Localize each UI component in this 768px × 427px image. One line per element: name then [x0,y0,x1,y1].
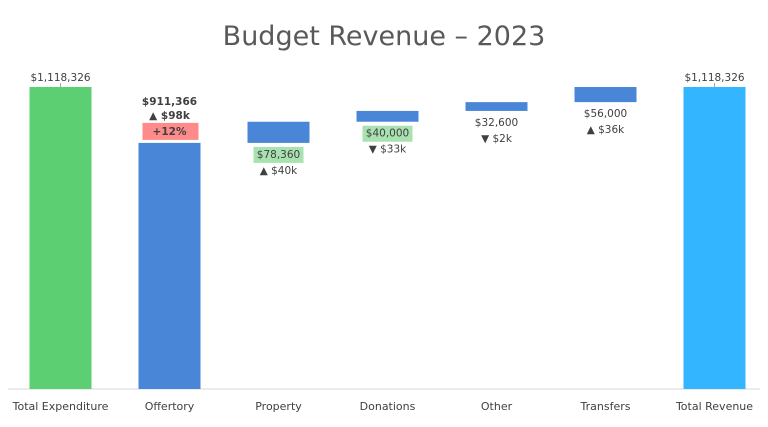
value-label-other: $32,600 [475,117,518,129]
change-label-other: ▼ $2k [481,133,513,145]
pct-badge-offertory [142,122,199,140]
bar-donations [356,110,419,122]
x-tick-other: Other [481,400,513,413]
value-label-donations: $40,000 [366,128,409,140]
value-label-offertory: $911,366 [142,96,197,108]
value-highlight-donations [362,125,413,142]
x-tick-transfers: Transfers [580,400,631,413]
x-tick-total-revenue: Total Revenue [675,400,753,413]
change-label-property: ▲ $40k [260,165,298,177]
value-label-property: $78,360 [257,149,300,161]
bar-property [247,121,310,143]
x-tick-offertory: Offertory [145,400,195,413]
x-tick-donations: Donations [360,400,416,413]
value-label-transfers: $56,000 [584,108,627,120]
pct-label-offertory: +12% [153,126,187,138]
chart-title: Budget Revenue – 2023 [223,21,546,52]
value-label-total-expenditure: $1,118,326 [30,72,90,84]
bar-total-revenue [683,87,746,389]
bar-offertory [138,142,201,389]
value-label-total-revenue: $1,118,326 [684,72,744,84]
x-tick-property: Property [255,400,302,413]
bar-other [465,102,528,111]
change-label-offertory: ▲ $98k [149,110,191,122]
bar-transfers [574,87,637,103]
bar-total-expenditure [29,87,92,389]
x-tick-total-expenditure: Total Expenditure [12,400,109,413]
value-highlight-property [253,146,304,163]
change-label-transfers: ▲ $36k [587,124,625,136]
change-label-donations: ▼ $33k [369,144,407,156]
